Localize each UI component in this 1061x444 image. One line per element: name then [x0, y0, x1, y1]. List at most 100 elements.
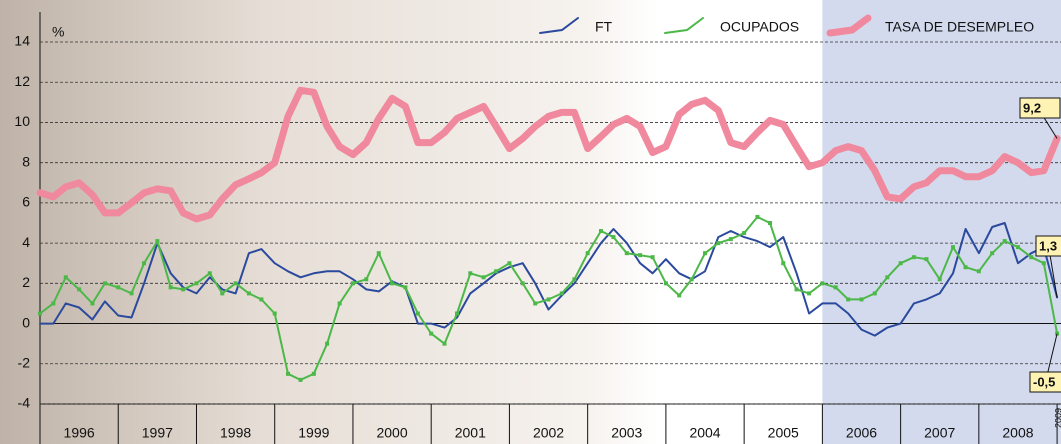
series-marker [846, 297, 850, 301]
series-marker [247, 291, 251, 295]
series-marker [1016, 245, 1020, 249]
series-marker [677, 293, 681, 297]
series-marker [259, 297, 263, 301]
y-tick-label: 2 [22, 274, 30, 290]
series-marker [1042, 261, 1046, 265]
series-marker [455, 312, 459, 316]
series-marker [938, 277, 942, 281]
series-marker [703, 251, 707, 255]
series-marker [494, 269, 498, 273]
x-tick-label: 2009 [1053, 408, 1061, 428]
series-marker [560, 291, 564, 295]
series-marker [859, 297, 863, 301]
series-marker [690, 277, 694, 281]
series-marker [416, 312, 420, 316]
x-tick-label: 2003 [611, 425, 642, 441]
series-marker [885, 275, 889, 279]
series-marker [820, 281, 824, 285]
y-tick-label: -4 [18, 395, 31, 411]
series-marker [208, 271, 212, 275]
series-marker [742, 231, 746, 235]
series-marker [390, 281, 394, 285]
unit-label: % [52, 24, 64, 40]
series-marker [77, 287, 81, 291]
series-marker [403, 285, 407, 289]
x-tick-label: 1998 [220, 425, 251, 441]
legend-label: OCUPADOS [720, 19, 799, 35]
y-tick-label: 0 [22, 314, 30, 330]
series-marker [664, 281, 668, 285]
series-marker [194, 281, 198, 285]
series-marker [286, 372, 290, 376]
legend-label: TASA DE DESEMPLEO [885, 19, 1034, 35]
series-marker [130, 291, 134, 295]
series-marker [572, 277, 576, 281]
series-marker [155, 239, 159, 243]
series-marker [181, 287, 185, 291]
y-tick-label: 4 [22, 234, 30, 250]
series-marker [64, 275, 68, 279]
y-tick-label: 8 [22, 153, 30, 169]
y-tick-label: 14 [14, 33, 30, 49]
series-marker [312, 372, 316, 376]
series-marker [899, 261, 903, 265]
shaded-period [822, 0, 1061, 444]
series-marker [482, 275, 486, 279]
series-marker [142, 261, 146, 265]
x-tick-label: 1997 [142, 425, 173, 441]
x-tick-label: 2007 [924, 425, 955, 441]
series-marker [429, 332, 433, 336]
series-marker [912, 255, 916, 259]
x-tick-label: 2004 [689, 425, 720, 441]
series-marker [116, 285, 120, 289]
series-marker [442, 342, 446, 346]
chart: % -4-20246810121419961997199819992000200… [0, 0, 1061, 444]
series-marker [51, 301, 55, 305]
x-tick-label: 2000 [376, 425, 407, 441]
series-marker [533, 301, 537, 305]
x-tick-label: 1999 [298, 425, 329, 441]
x-tick-label: 2001 [455, 425, 486, 441]
series-marker [325, 342, 329, 346]
series-marker [781, 261, 785, 265]
y-tick-label: 10 [14, 113, 30, 129]
x-tick-label: 2008 [1002, 425, 1033, 441]
series-marker [103, 281, 107, 285]
series-marker [521, 281, 525, 285]
x-tick-label: 1996 [64, 425, 95, 441]
series-marker [169, 285, 173, 289]
series-marker [599, 229, 603, 233]
series-marker [638, 253, 642, 257]
series-marker [90, 301, 94, 305]
series-marker [547, 297, 551, 301]
y-tick-label: 12 [14, 73, 30, 89]
series-marker [834, 285, 838, 289]
series-marker [507, 261, 511, 265]
series-marker [1003, 239, 1007, 243]
series-marker [299, 378, 303, 382]
series-marker [651, 255, 655, 259]
y-tick-label: 6 [22, 194, 30, 210]
series-marker [338, 301, 342, 305]
value-label: 9,2 [1023, 100, 1041, 115]
series-marker [964, 265, 968, 269]
series-marker [220, 291, 224, 295]
series-marker [716, 241, 720, 245]
series-marker [611, 235, 615, 239]
x-tick-label: 2002 [533, 425, 564, 441]
x-tick-label: 2005 [768, 425, 799, 441]
series-marker [273, 312, 277, 316]
series-marker [951, 245, 955, 249]
series-marker [990, 251, 994, 255]
series-marker [873, 291, 877, 295]
series-marker [351, 281, 355, 285]
x-tick-label: 2006 [846, 425, 877, 441]
series-marker [1029, 255, 1033, 259]
series-marker [795, 287, 799, 291]
series-marker [924, 257, 928, 261]
series-marker [364, 277, 368, 281]
value-label: 1,3 [1039, 238, 1057, 253]
series-marker [234, 281, 238, 285]
series-marker [377, 251, 381, 255]
series-marker [807, 291, 811, 295]
